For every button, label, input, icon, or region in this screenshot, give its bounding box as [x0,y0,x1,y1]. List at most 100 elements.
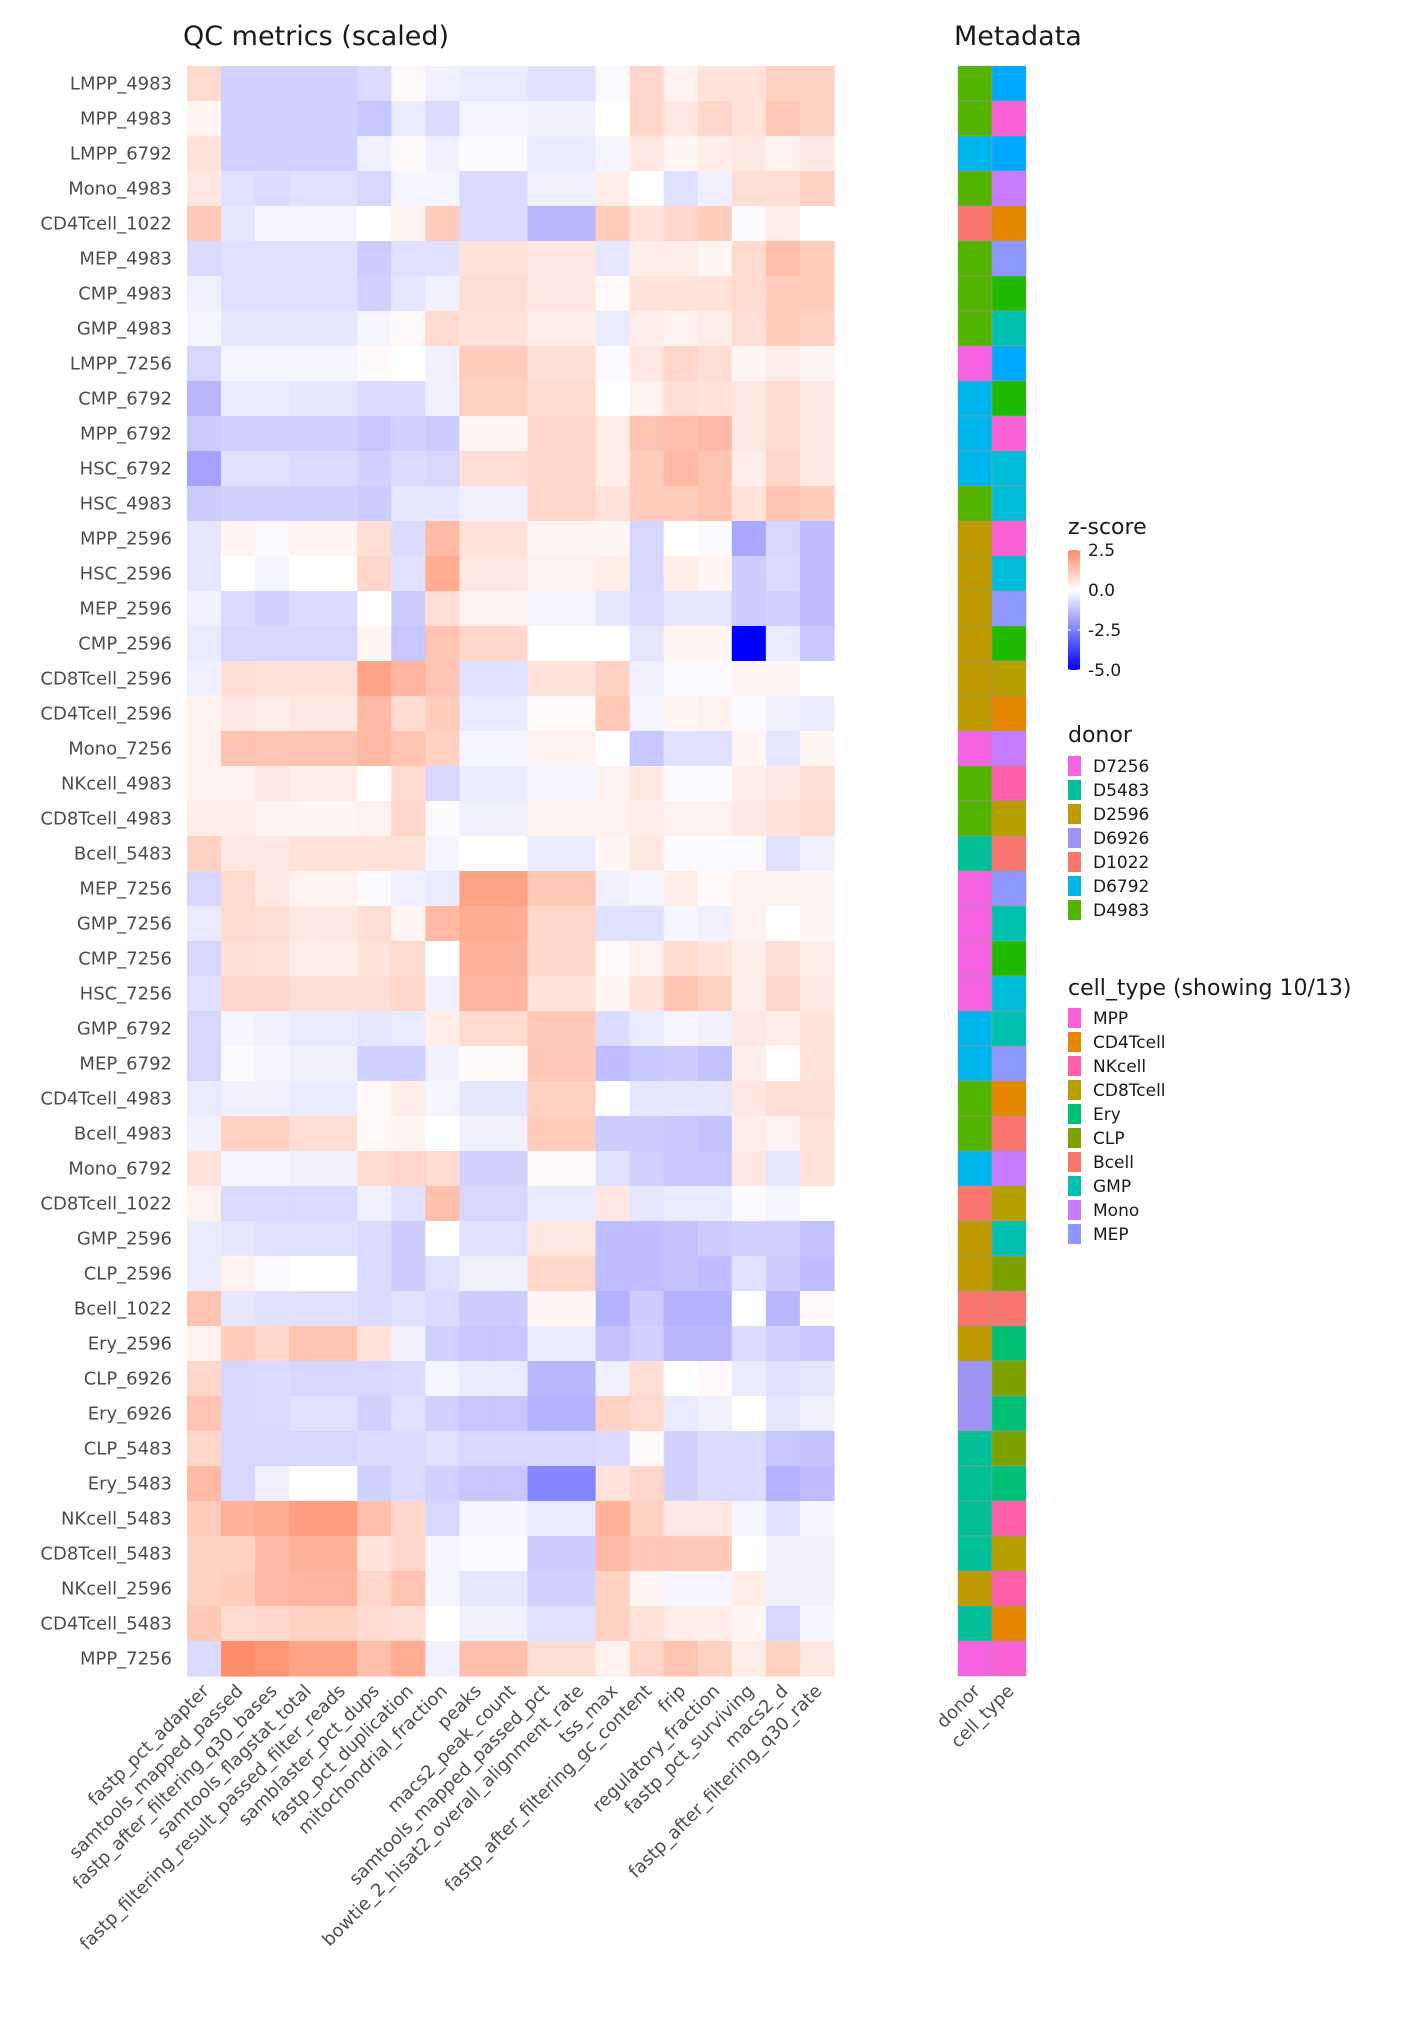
heatmap-cell [357,311,392,347]
heatmap-cell [289,591,324,627]
heatmap-cell [221,941,256,977]
heatmap-cell [629,381,665,417]
heatmap-cell [731,661,767,697]
heatmap-cell [595,486,631,522]
heatmap-cell [357,1641,392,1677]
heatmap-cell [357,136,392,172]
heatmap-cell [323,1011,358,1047]
heatmap-cell [221,1326,256,1362]
heatmap-cell [663,556,699,592]
row-label: CLP_2596 [84,1264,172,1285]
heatmap-cell [697,836,733,872]
heatmap-cell [663,1046,699,1082]
heatmap-cell [459,206,495,242]
donor-cell [957,170,993,207]
row-label: Mono_4983 [68,179,172,200]
heatmap-cell [187,1151,222,1187]
heatmap-cell [731,1116,767,1152]
heatmap-cell [221,311,256,347]
heatmap-cell [425,1116,460,1152]
row-label: CMP_4983 [78,284,172,305]
cell-type-legend-label: NKcell [1093,1057,1146,1077]
heatmap-cell [527,346,563,382]
heatmap-cell [187,451,222,487]
heatmap-cell [561,1361,597,1397]
donor-cell [957,520,993,557]
heatmap-cell [493,1431,529,1467]
row-label: CD4Tcell_1022 [40,214,172,235]
heatmap-cell [731,1081,767,1117]
cell-type-cell [991,275,1027,312]
heatmap-cell [527,556,563,592]
cell-type-cell [991,1465,1027,1502]
row-label: Bcell_4983 [74,1124,172,1145]
heatmap-cell [765,1046,801,1082]
heatmap-cell [799,416,835,452]
row-label: Bcell_1022 [74,1299,172,1320]
heatmap-cell [527,1116,563,1152]
heatmap-cell [765,661,801,697]
donor-cell [957,1255,993,1292]
heatmap-cell [663,1326,699,1362]
heatmap-cell [221,556,256,592]
heatmap-cell [595,801,631,837]
donor-cell [957,380,993,417]
heatmap-cell [765,591,801,627]
heatmap-cell [629,136,665,172]
heatmap-cell [629,1396,665,1432]
heatmap-cell [799,976,835,1012]
heatmap-cell [187,1046,222,1082]
heatmap-cell [357,836,392,872]
heatmap-cell [731,1256,767,1292]
heatmap-cell [391,206,426,242]
heatmap-cell [187,1116,222,1152]
heatmap-cell [697,311,733,347]
heatmap-cell [391,241,426,277]
heatmap-cell [425,276,460,312]
row-label: HSC_4983 [80,494,172,515]
heatmap-cell [697,801,733,837]
heatmap-cell [221,1011,256,1047]
heatmap-cell [527,66,563,102]
heatmap-cell [663,1081,699,1117]
heatmap-cell [527,801,563,837]
heatmap-cell [289,1501,324,1537]
heatmap-cell [493,486,529,522]
heatmap-cell [663,381,699,417]
cell-type-cell [991,1535,1027,1572]
heatmap-cell [527,1571,563,1607]
row-label: MPP_7256 [80,1649,172,1670]
heatmap-cell [255,1151,290,1187]
heatmap-cell [289,731,324,767]
heatmap-cell [595,661,631,697]
heatmap-cell [255,836,290,872]
heatmap-cell [391,1326,426,1362]
heatmap-cell [493,1186,529,1222]
heatmap-cell [799,731,835,767]
heatmap-cell [425,766,460,802]
heatmap-cell [493,1361,529,1397]
heatmap-cell [527,906,563,942]
heatmap-cell [493,556,529,592]
heatmap-cell [255,1606,290,1642]
heatmap-cell [459,766,495,802]
heatmap-cell [255,1256,290,1292]
heatmap-cell [765,241,801,277]
heatmap-cell [289,1396,324,1432]
row-labels: LMPP_4983 MPP_4983 LMPP_6792 Mono_4983 CD4Tc… [40,74,172,1670]
heatmap-cell [561,451,597,487]
heatmap-cell [799,1641,835,1677]
cell-type-legend-label: Bcell [1093,1153,1134,1173]
heatmap-cell [697,1361,733,1397]
heatmap-cell [425,906,460,942]
heatmap-cell [629,521,665,557]
donor-cell [957,345,993,382]
cell-type-cell [991,205,1027,242]
heatmap-cell [697,626,733,662]
heatmap-cell [289,836,324,872]
heatmap-cell [629,416,665,452]
donor-cell [957,1150,993,1187]
heatmap-cell [697,276,733,312]
heatmap-cell [459,276,495,312]
heatmap-cell [697,206,733,242]
